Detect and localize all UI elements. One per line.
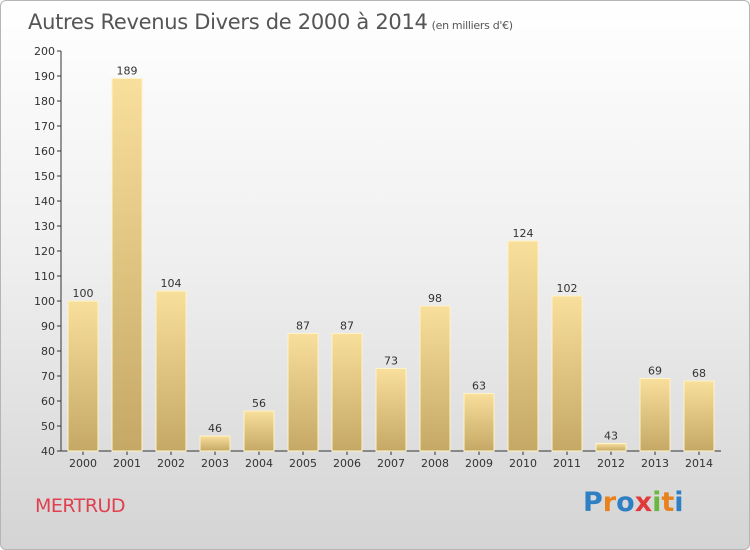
x-tick-label: 2014 — [685, 457, 713, 470]
x-tick-label: 2007 — [377, 457, 405, 470]
bar-value-label: 102 — [557, 282, 578, 295]
bar-value-label: 98 — [428, 292, 442, 305]
bar — [67, 300, 99, 452]
proxiti-logo: Proxiti — [583, 487, 684, 518]
bar — [507, 240, 539, 452]
bar-value-label: 189 — [117, 65, 138, 78]
x-tick-label: 2012 — [597, 457, 625, 470]
chart-subtitle: (en milliers d'€) — [431, 19, 513, 32]
y-tick-label: 130 — [34, 220, 55, 233]
y-tick-label: 150 — [34, 170, 55, 183]
y-tick-label: 100 — [34, 295, 55, 308]
x-tick-label: 2003 — [201, 457, 229, 470]
y-tick-label: 80 — [41, 345, 55, 358]
brand-letter: i — [652, 487, 662, 518]
bar — [551, 295, 583, 452]
brand-letter: r — [602, 487, 617, 518]
bar — [639, 378, 671, 452]
y-tick-label: 140 — [34, 195, 55, 208]
brand-letter: o — [616, 487, 635, 518]
brand-letter: P — [583, 487, 603, 518]
y-tick-label: 160 — [34, 145, 55, 158]
x-tick-label: 2009 — [465, 457, 493, 470]
bar-value-label: 56 — [252, 397, 266, 410]
bar-value-label: 43 — [604, 430, 618, 443]
bar — [155, 290, 187, 452]
brand-letter: i — [674, 487, 684, 518]
y-tick-label: 120 — [34, 245, 55, 258]
x-tick-label: 2008 — [421, 457, 449, 470]
bar-value-label: 73 — [384, 355, 398, 368]
brand-letter: x — [634, 487, 653, 518]
bar — [375, 368, 407, 452]
x-tick-label: 2002 — [157, 457, 185, 470]
bar — [287, 333, 319, 452]
bar — [419, 305, 451, 452]
x-tick-label: 2001 — [113, 457, 141, 470]
bar — [683, 380, 715, 452]
y-tick-label: 110 — [34, 270, 55, 283]
x-tick-label: 2010 — [509, 457, 537, 470]
y-tick-label: 50 — [41, 420, 55, 433]
bar — [199, 435, 231, 452]
bar-value-label: 63 — [472, 380, 486, 393]
y-tick-label: 90 — [41, 320, 55, 333]
town-name: MERTRUD — [35, 495, 126, 517]
bar — [331, 333, 363, 452]
brand-letter: t — [661, 487, 675, 518]
y-tick-label: 60 — [41, 395, 55, 408]
bar-value-label: 87 — [340, 320, 354, 333]
x-tick-label: 2005 — [289, 457, 317, 470]
chart-title-text: Autres Revenus Divers de 2000 à 2014 — [28, 10, 428, 34]
bar-value-label: 68 — [692, 367, 706, 380]
bar-value-label: 124 — [513, 227, 534, 240]
bar — [463, 393, 495, 452]
bar-value-label: 104 — [161, 277, 182, 290]
y-tick-label: 70 — [41, 370, 55, 383]
axes: 40 50 60 70 80 90 100 110 120 130 140 150 160 170 180 1… — [34, 45, 721, 470]
x-tick-label: 2013 — [641, 457, 669, 470]
bar — [243, 410, 275, 452]
y-tick-label: 170 — [34, 120, 55, 133]
x-tick-label: 2011 — [553, 457, 581, 470]
x-tick-label: 2000 — [69, 457, 97, 470]
bar-value-label: 46 — [208, 422, 222, 435]
bar-value-label: 87 — [296, 320, 310, 333]
bar-value-label: 100 — [73, 287, 94, 300]
bars — [67, 78, 715, 452]
x-tick-label: 2006 — [333, 457, 361, 470]
x-tick-label: 2004 — [245, 457, 273, 470]
y-tick-label: 180 — [34, 95, 55, 108]
chart-title: Autres Revenus Divers de 2000 à 2014 (en … — [28, 10, 513, 34]
y-tick-label: 190 — [34, 70, 55, 83]
bar-value-label: 69 — [648, 365, 662, 378]
y-tick-label: 200 — [34, 45, 55, 58]
y-tick-label: 40 — [41, 445, 55, 458]
bar — [111, 78, 143, 452]
bar — [595, 443, 627, 452]
value-labels: 100 189 104 46 56 87 87 73 98 63 124 102 43 69 68 — [73, 65, 707, 443]
